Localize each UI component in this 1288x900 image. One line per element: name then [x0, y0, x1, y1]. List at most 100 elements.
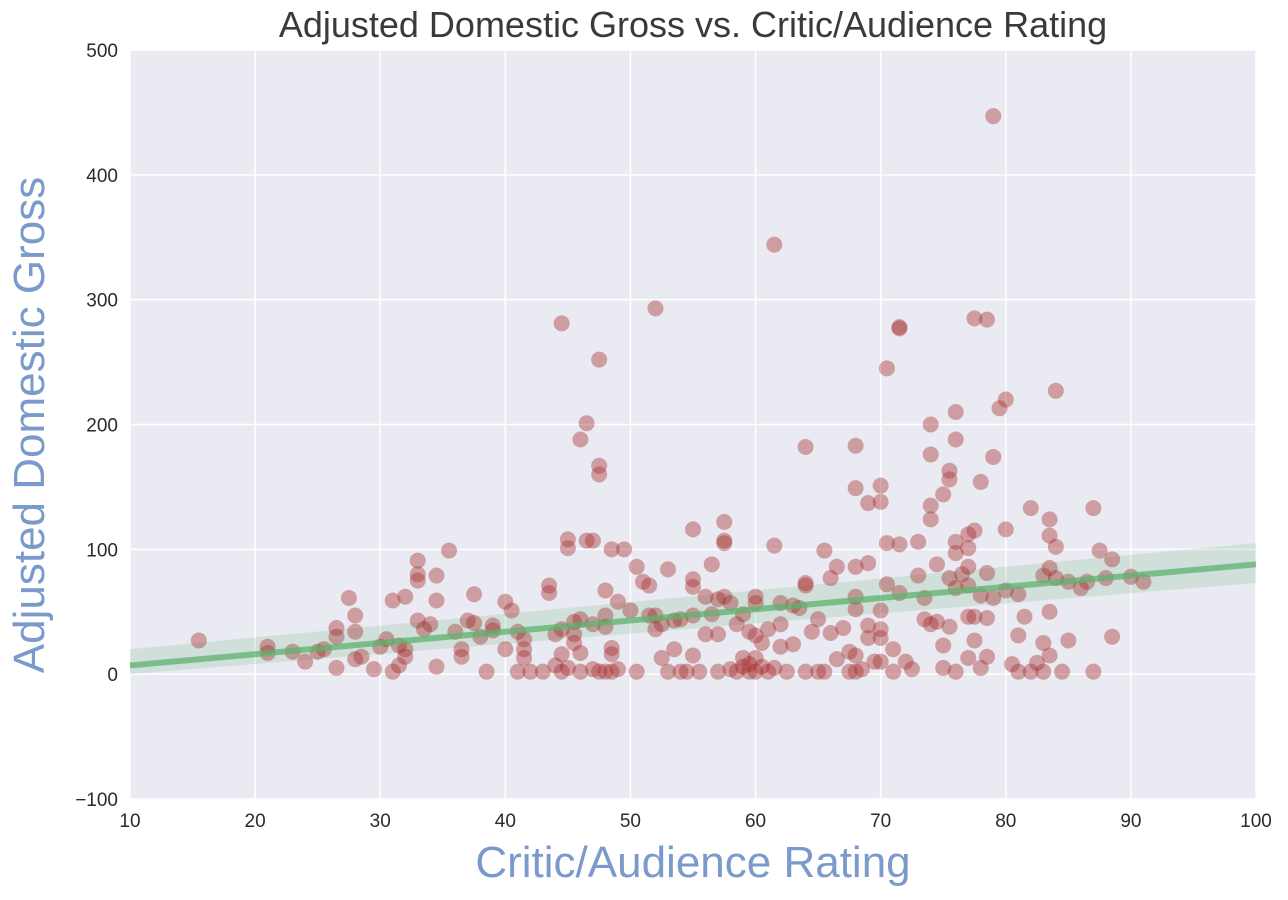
data-point [397, 641, 414, 658]
chart-title: Adjusted Domestic Gross vs. Critic/Audie… [278, 4, 1108, 45]
data-point [597, 582, 614, 599]
data-point [741, 656, 758, 673]
data-point [453, 648, 470, 665]
data-point [947, 533, 964, 550]
y-tick-label: −100 [75, 790, 118, 811]
data-point [1010, 586, 1027, 603]
data-point [941, 471, 958, 488]
data-point [722, 595, 739, 612]
data-point [822, 570, 839, 587]
data-point [847, 663, 864, 680]
x-tick-labels: 10 20 30 40 50 60 70 80 90 100 [119, 811, 1271, 832]
data-point [659, 663, 676, 680]
data-point [847, 647, 864, 664]
data-point [578, 415, 595, 432]
data-point [841, 663, 858, 680]
data-point [541, 577, 558, 594]
data-point [409, 572, 426, 589]
data-point [747, 627, 764, 644]
data-point [453, 641, 470, 658]
data-point [622, 602, 639, 619]
data-point [685, 571, 701, 588]
data-point [766, 537, 783, 554]
data-point [347, 651, 364, 668]
data-point [553, 646, 570, 663]
data-point [928, 556, 945, 573]
data-point [810, 663, 827, 680]
data-point [985, 448, 1002, 465]
data-point [1047, 538, 1064, 555]
data-point [572, 431, 589, 448]
data-point [1022, 500, 1039, 517]
data-point [922, 446, 939, 463]
data-point [516, 641, 533, 658]
data-point [328, 619, 345, 636]
data-point [760, 663, 777, 680]
data-point [979, 565, 996, 582]
data-point [797, 577, 814, 594]
data-point [747, 663, 764, 680]
data-point [722, 661, 739, 678]
data-point [584, 532, 601, 549]
data-point [441, 542, 458, 559]
data-point [741, 623, 758, 640]
data-point [953, 566, 970, 583]
data-point [384, 663, 401, 680]
data-point [697, 588, 714, 605]
data-point [797, 575, 814, 592]
data-point [603, 639, 620, 656]
data-point [872, 477, 889, 494]
data-point [634, 573, 651, 590]
data-point [935, 659, 952, 676]
data-point [1022, 663, 1039, 680]
x-tick-label: 10 [119, 811, 140, 832]
data-points [190, 108, 1152, 680]
data-point [1029, 654, 1046, 671]
data-point [534, 663, 551, 680]
x-tick-label: 90 [1120, 811, 1141, 832]
data-point [685, 578, 701, 595]
data-point [866, 653, 883, 670]
data-point [559, 531, 576, 548]
data-point [997, 391, 1014, 408]
data-point [459, 612, 476, 629]
data-point [678, 663, 695, 680]
data-point [710, 663, 727, 680]
data-point [897, 653, 914, 670]
data-point [979, 648, 996, 665]
data-point [816, 663, 833, 680]
data-point [835, 619, 852, 636]
data-point [872, 629, 889, 646]
data-point [697, 626, 714, 643]
data-point [1035, 634, 1052, 651]
data-point [803, 623, 820, 640]
data-point [966, 522, 983, 539]
data-point [841, 643, 858, 660]
data-point [985, 590, 1002, 607]
data-point [716, 532, 733, 549]
x-tick-label: 40 [495, 811, 516, 832]
data-point [872, 493, 889, 510]
data-point [1035, 663, 1052, 680]
data-point [872, 621, 889, 638]
data-point [1041, 527, 1058, 544]
data-point [340, 590, 357, 607]
data-point [522, 663, 539, 680]
data-point [860, 555, 877, 572]
data-point [1054, 663, 1071, 680]
data-point [641, 577, 658, 594]
data-point [466, 586, 483, 603]
data-point [847, 601, 864, 618]
data-point [1004, 656, 1021, 673]
data-point [772, 638, 789, 655]
data-point [390, 657, 407, 674]
data-point [591, 351, 608, 368]
data-point [960, 540, 977, 557]
data-point [753, 658, 770, 675]
x-tick-label: 80 [995, 811, 1016, 832]
data-point [747, 588, 764, 605]
data-point [559, 540, 576, 557]
data-point [716, 535, 733, 552]
data-point [916, 611, 933, 628]
data-point [922, 497, 939, 514]
